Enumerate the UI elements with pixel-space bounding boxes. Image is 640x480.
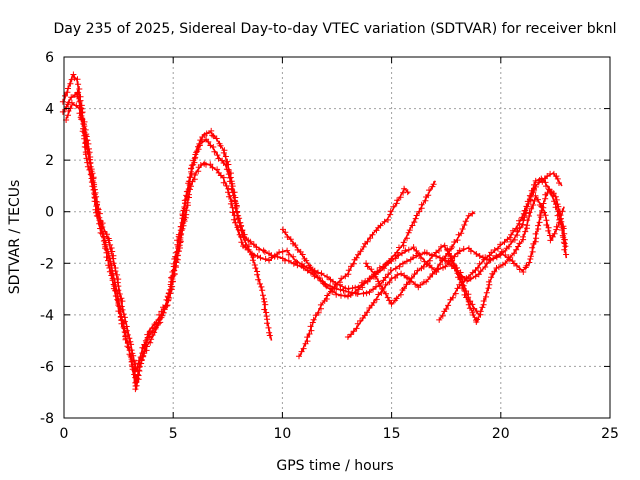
series-track-9 bbox=[444, 192, 566, 325]
series-markers bbox=[436, 170, 562, 323]
series-track-8 bbox=[436, 170, 563, 323]
series-markers bbox=[444, 192, 566, 325]
series-track-7 bbox=[363, 242, 480, 316]
x-tick-label: 25 bbox=[601, 426, 619, 442]
series-markers bbox=[296, 185, 411, 360]
chart-title: Day 235 of 2025, Sidereal Day-to-day VTE… bbox=[54, 21, 617, 37]
x-axis-label: GPS time / hours bbox=[276, 458, 393, 474]
y-tick-label: -8 bbox=[40, 411, 54, 427]
x-tick-label: 0 bbox=[60, 426, 69, 442]
y-tick-label: -2 bbox=[40, 256, 54, 272]
x-tick-label: 15 bbox=[383, 426, 401, 442]
y-tick-label: -6 bbox=[40, 359, 54, 375]
x-tick-label: 20 bbox=[492, 426, 510, 442]
x-tick-label: 10 bbox=[273, 426, 291, 442]
data-series bbox=[59, 71, 570, 393]
x-tick-label: 5 bbox=[169, 426, 178, 442]
y-tick-label: 0 bbox=[45, 205, 54, 221]
y-tick-label: 2 bbox=[45, 153, 54, 169]
y-tick-label: -4 bbox=[40, 308, 54, 324]
y-tick-label: 4 bbox=[45, 102, 54, 118]
y-axis-label: SDTVAR / TECUs bbox=[7, 180, 23, 295]
plot-frame bbox=[63, 56, 611, 419]
y-tick-label: 6 bbox=[45, 50, 54, 66]
grid bbox=[64, 57, 610, 418]
series-track-5 bbox=[296, 185, 411, 360]
ticks: 0 5 10 15 20 25 -8 -6 -4 -2 0 2 4 6 bbox=[40, 50, 619, 442]
series-line bbox=[438, 172, 563, 321]
